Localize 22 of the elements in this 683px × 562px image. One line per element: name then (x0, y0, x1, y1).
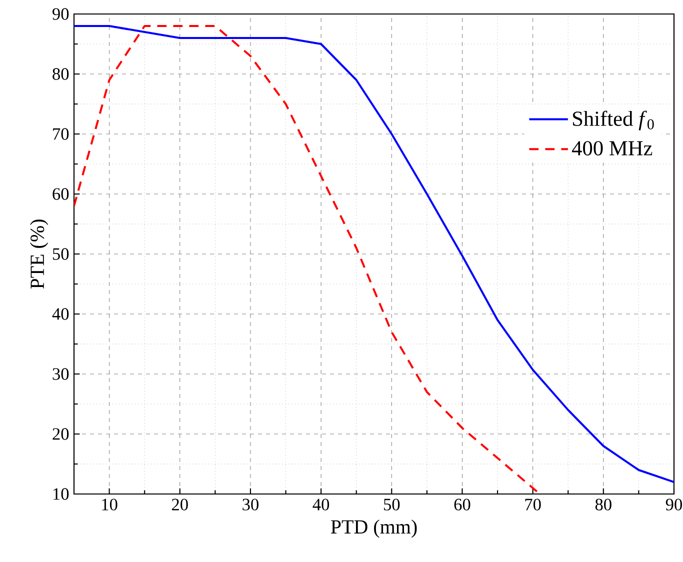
legend-label: Shifted f$_{0}$ (573, 110, 654, 130)
x-tick-label: 10 (102, 498, 118, 510)
legend-label: 400 MHz (572, 141, 652, 156)
y-tick-label: 10 (53, 488, 69, 500)
x-tick-label: 20 (172, 498, 188, 510)
y-tick-label: 60 (52, 188, 69, 200)
x-tick-label: 80 (595, 498, 612, 510)
y-tick-label: 40 (52, 308, 69, 320)
x-tick-label: 90 (666, 498, 682, 510)
y-tick-label: 80 (52, 68, 69, 80)
x-tick-label: 40 (312, 498, 330, 510)
y-tick-label: 70 (53, 128, 69, 140)
y-tick-label: 90 (52, 8, 69, 20)
y-axis-title: PTE (%) (30, 220, 48, 289)
x-tick-label: 60 (454, 498, 470, 510)
x-tick-label: 30 (242, 498, 258, 510)
x-axis-title: PTD (mm) (330, 520, 417, 538)
x-tick-label: 50 (384, 498, 400, 510)
y-tick-label: 30 (52, 368, 69, 380)
y-tick-label: 20 (52, 428, 69, 440)
y-tick-label: 50 (52, 248, 69, 260)
x-tick-label: 70 (525, 498, 541, 510)
